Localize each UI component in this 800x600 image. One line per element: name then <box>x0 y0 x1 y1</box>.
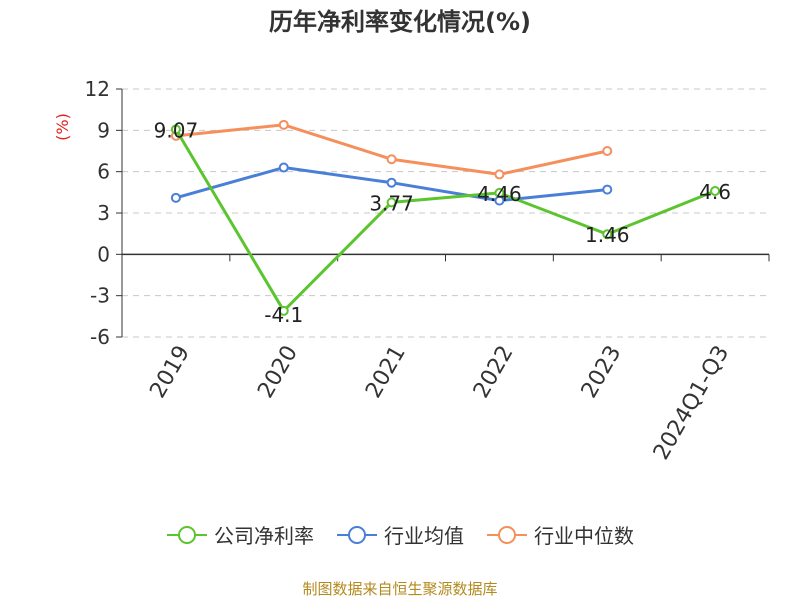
legend-item-industry-average[interactable]: 行业均值 <box>336 520 464 549</box>
data-point <box>278 162 289 173</box>
series-line <box>175 123 608 176</box>
x-tick-label: 2020 <box>253 342 303 403</box>
chart-title: 历年净利率变化情况(%) <box>269 8 531 36</box>
data-label: 9.07 <box>154 118 199 142</box>
x-tick-label: 2019 <box>145 342 195 403</box>
series-line <box>174 128 716 313</box>
data-point <box>602 229 613 240</box>
legend-label-industry-average: 行业均值 <box>384 524 464 548</box>
data-point <box>602 146 613 156</box>
series-0 <box>170 124 721 316</box>
data-point <box>494 187 505 198</box>
y-tick-label: 6 <box>97 160 110 184</box>
x-tick-label: 2024Q1-Q3 <box>649 342 734 465</box>
data-point <box>602 184 613 195</box>
data-point <box>170 192 181 203</box>
x-tick-label: 2022 <box>469 342 519 403</box>
x-tick-label: 2021 <box>361 342 411 403</box>
y-tick-label: 3 <box>97 201 110 225</box>
legend-item-industry-median[interactable]: 行业中位数 <box>486 520 634 549</box>
line-chart: 12 9 6 3 0 -3 -6 (%) 2019 2020 2021 2022 2023 2024Q1-… <box>53 77 770 465</box>
legend-label-industry-median: 行业中位数 <box>534 524 634 548</box>
data-point <box>386 154 397 165</box>
data-point <box>386 177 397 188</box>
legend-label-company: 公司净利率 <box>214 524 314 548</box>
data-point <box>710 185 721 196</box>
legend-marker-industry-average <box>337 525 377 544</box>
data-labels: 9.07 -4.1 3.77 4.46 1.46 4.6 <box>154 118 731 326</box>
y-axis-unit: (%) <box>53 113 72 141</box>
legend: 公司净利率 行业均值 行业中位数 <box>0 520 800 549</box>
data-point <box>278 305 289 316</box>
series-1 <box>170 162 613 206</box>
y-tick-label: -6 <box>90 325 110 349</box>
data-label: 1.46 <box>585 223 630 247</box>
data-point <box>386 197 397 208</box>
y-tick-label: 9 <box>97 118 110 142</box>
legend-marker-company <box>167 525 207 544</box>
data-point <box>278 119 289 130</box>
data-label: 4.6 <box>699 180 731 204</box>
legend-item-company[interactable]: 公司净利率 <box>166 520 314 549</box>
data-label: 4.46 <box>477 182 522 206</box>
y-tick-label: 12 <box>85 77 110 101</box>
data-label: 3.77 <box>369 191 414 215</box>
series-2 <box>170 119 613 180</box>
y-tick-label: -3 <box>90 284 110 308</box>
series-lines <box>170 119 721 316</box>
source-note: 制图数据来自恒生聚源数据库 <box>302 580 498 598</box>
data-label: -4.1 <box>264 303 303 327</box>
data-point <box>170 124 181 135</box>
data-point <box>494 169 505 180</box>
x-tick-label: 2023 <box>577 342 627 403</box>
legend-marker-industry-median <box>487 525 527 544</box>
y-tick-label: 0 <box>97 242 110 266</box>
grid-lines <box>122 88 769 338</box>
